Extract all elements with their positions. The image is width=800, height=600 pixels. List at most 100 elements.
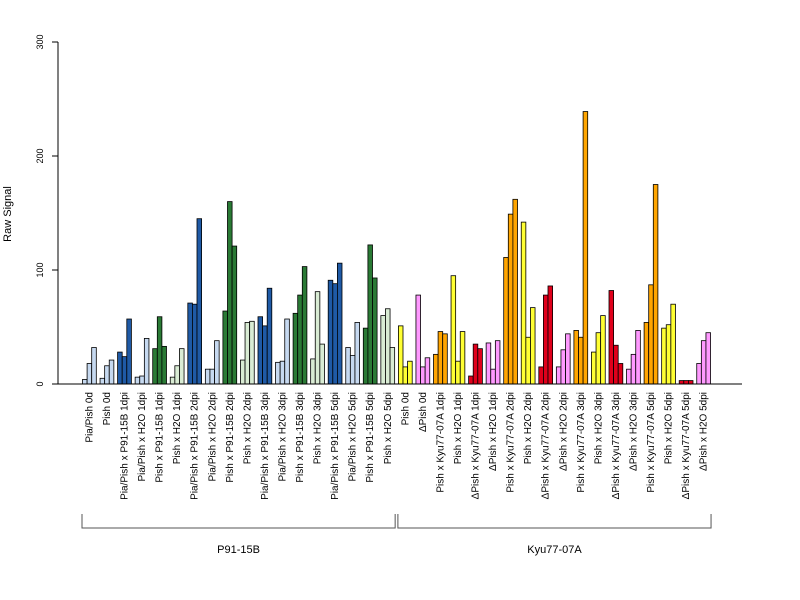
bar [380, 315, 386, 385]
bar [174, 365, 180, 385]
category-label: ΔPish x Kyu77-07A 1dpi [471, 392, 482, 499]
bar [275, 361, 281, 385]
bar [530, 307, 536, 385]
bar [459, 331, 466, 385]
bar [555, 366, 562, 385]
bar [665, 324, 672, 385]
bar [595, 332, 602, 385]
bar [424, 357, 431, 385]
bar [161, 345, 167, 385]
bar [214, 340, 220, 385]
category-label: ΔPish x H2O 2dpi [558, 392, 569, 471]
category-label: Pia/Pish x P91-15B 5dpi [330, 392, 341, 500]
bar [169, 376, 176, 385]
bar [652, 184, 659, 385]
bar [240, 359, 246, 385]
bar [367, 244, 373, 385]
bar [134, 376, 141, 385]
category-label: ΔPish x H2O 3dpi [628, 392, 639, 471]
bar [661, 327, 667, 385]
bars [82, 111, 711, 385]
category-label: Pish x P91-15B 1dpi [155, 392, 166, 483]
bar [301, 266, 308, 385]
category-label: Pia/Pish x H2O 2dpi [207, 392, 218, 482]
bar [560, 349, 566, 385]
bar [249, 320, 255, 385]
category-label: ΔPish x H2O 1dpi [488, 392, 499, 471]
bar [485, 342, 492, 385]
bar [578, 336, 584, 385]
bar [512, 198, 518, 385]
category-label: Pish x H2O 1dpi [453, 392, 464, 464]
bar [179, 348, 185, 385]
bar [104, 365, 110, 385]
bar [284, 318, 290, 385]
bar [297, 294, 303, 385]
bar [389, 347, 396, 385]
bar [139, 375, 145, 385]
category-label: Pish x H2O 3dpi [313, 392, 324, 464]
category-label: ΔPish x Kyu77-07A 5dpi [681, 392, 692, 499]
bar [314, 291, 321, 385]
bar [82, 379, 88, 385]
bar [494, 340, 501, 385]
bar [525, 336, 531, 385]
bar [336, 262, 343, 385]
category-label: Pish x P91-15B 2dpi [225, 392, 236, 483]
bar [613, 344, 619, 385]
bar [503, 257, 509, 385]
bar [450, 275, 457, 385]
category-label: Pish x Kyu77-07A 2dpi [506, 392, 517, 493]
bar [187, 302, 193, 385]
category-label: Pish 0d [400, 392, 411, 425]
bar [705, 332, 711, 385]
group-brackets: P91-15B Kyu77-07A [81, 514, 712, 556]
y-tick-label: 0 [35, 381, 45, 386]
bar [402, 366, 408, 385]
category-label: Pish x Kyu77-07A 3dpi [576, 392, 587, 493]
bar [520, 221, 527, 385]
y-axis: 0 100 200 300 [35, 34, 59, 387]
category-labels: Pia/Pish 0d Pish 0d Pia/Pish x P91-15B 1dp… [84, 392, 709, 500]
category-label: Pia/Pish x H2O 3dpi [277, 392, 288, 482]
bar [591, 351, 597, 385]
y-tick-label: 200 [35, 148, 45, 163]
bar [117, 351, 123, 385]
bar [108, 359, 115, 385]
bar [143, 337, 150, 385]
category-label: Pish x Kyu77-07A 1dpi [435, 392, 446, 493]
bar [86, 363, 93, 385]
bar [608, 290, 614, 385]
bar [415, 294, 421, 385]
category-label: Pia/Pish x H2O 5dpi [348, 392, 359, 482]
category-label: ΔPish x H2O 5dpi [699, 392, 710, 471]
bar [678, 380, 685, 385]
category-label: Pish x H2O 1dpi [172, 392, 183, 464]
bar [547, 285, 553, 385]
bar [156, 316, 163, 385]
bar [222, 310, 228, 385]
bar [635, 330, 641, 385]
category-label: Pia/Pish x P91-15B 3dpi [260, 392, 271, 500]
bar [433, 353, 439, 385]
bar [573, 330, 579, 385]
category-label: ΔPish x Kyu77-07A 3dpi [611, 392, 622, 499]
bar [227, 201, 233, 385]
category-label: Pia/Pish 0d [84, 392, 95, 443]
bar [700, 340, 707, 385]
bar [397, 325, 404, 385]
bar [126, 318, 132, 385]
bar [204, 368, 211, 385]
bar [266, 287, 273, 385]
bar [437, 331, 444, 385]
category-label: Pish x Kyu77-07A 5dpi [646, 392, 657, 493]
category-label: ΔPish 0d [418, 392, 429, 432]
category-label: Pish x H2O 2dpi [523, 392, 534, 464]
bar [91, 347, 97, 385]
y-axis-title: Raw Signal [2, 186, 14, 242]
category-label: ΔPish x Kyu77-07A 2dpi [541, 392, 552, 499]
group-label: Kyu77-07A [527, 544, 582, 556]
bar [538, 366, 544, 385]
category-label: Pish x H2O 3dpi [593, 392, 604, 464]
